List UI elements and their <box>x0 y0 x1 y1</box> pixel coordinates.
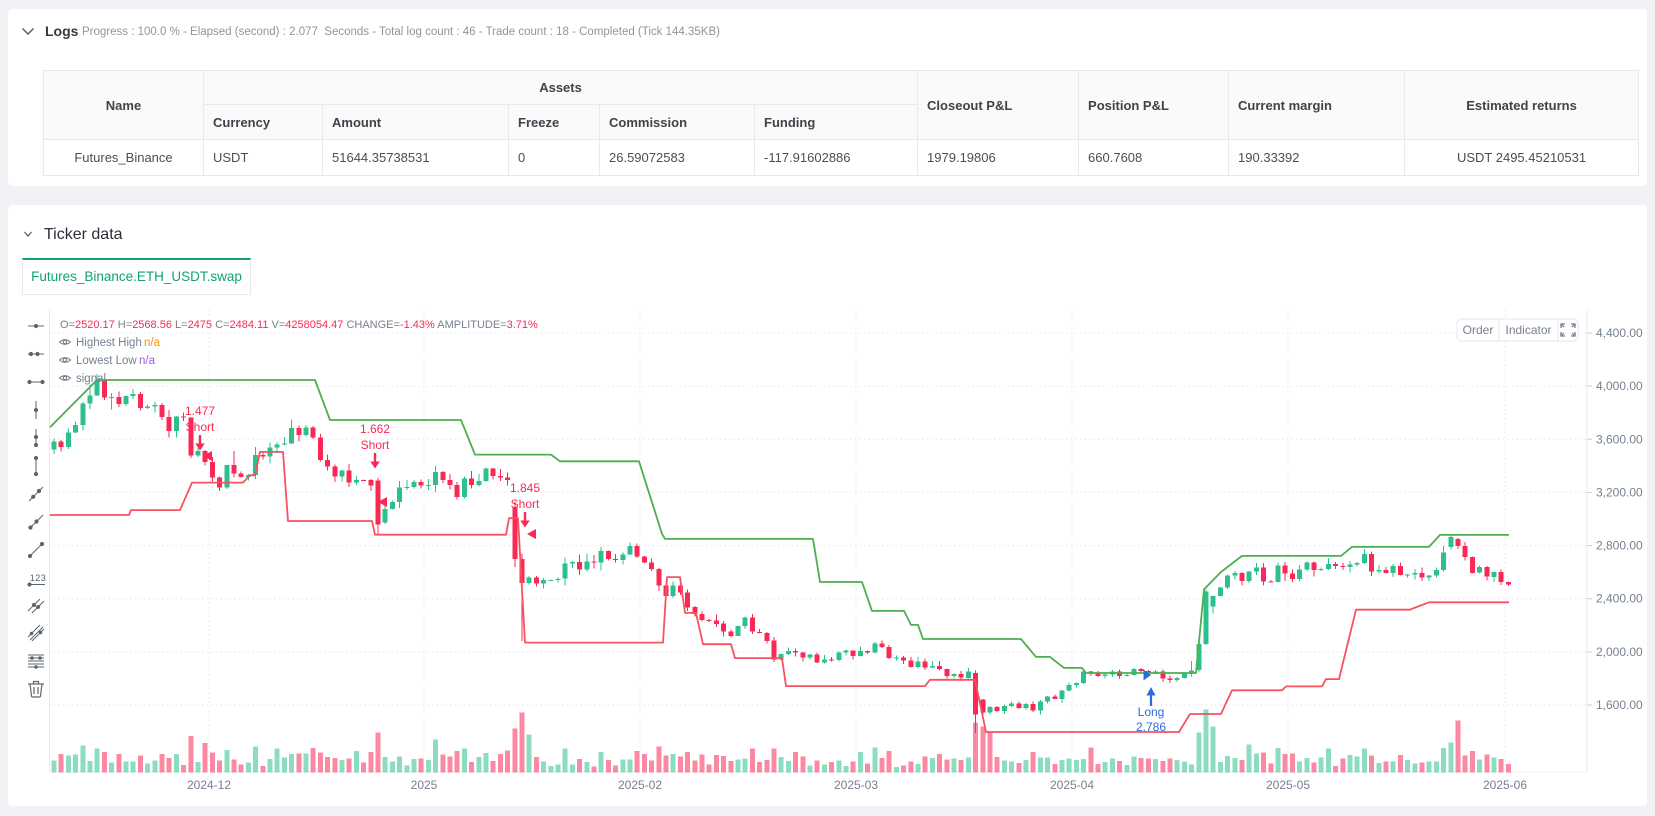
svg-text:3,600.00: 3,600.00 <box>1596 432 1643 446</box>
svg-text:2025-05: 2025-05 <box>1266 778 1310 792</box>
svg-text:n/a: n/a <box>144 337 161 349</box>
svg-text:n/a: n/a <box>139 355 156 367</box>
svg-text:1.662: 1.662 <box>360 422 390 436</box>
svg-text:Short: Short <box>511 497 540 511</box>
svg-text:Lowest Low: Lowest Low <box>76 355 137 367</box>
svg-text:2025-02: 2025-02 <box>618 778 662 792</box>
svg-text:2025-06: 2025-06 <box>1483 778 1527 792</box>
svg-text:2024-12: 2024-12 <box>187 778 231 792</box>
svg-text:1.477: 1.477 <box>185 404 215 418</box>
svg-text:Long: Long <box>1138 705 1165 719</box>
svg-text:2025-03: 2025-03 <box>834 778 878 792</box>
svg-text:123: 123 <box>30 573 47 583</box>
svg-text:2,000.00: 2,000.00 <box>1596 645 1643 659</box>
svg-text:2025-04: 2025-04 <box>1050 778 1094 792</box>
svg-text:2,800.00: 2,800.00 <box>1596 539 1643 553</box>
svg-text:2025: 2025 <box>411 778 438 792</box>
svg-text:Indicator: Indicator <box>1505 323 1551 337</box>
svg-text:Short: Short <box>361 438 390 452</box>
svg-text:Highest High: Highest High <box>76 337 142 349</box>
svg-text:signal: signal <box>76 373 106 385</box>
svg-text:1.845: 1.845 <box>510 481 540 495</box>
svg-text:Short: Short <box>186 420 215 434</box>
svg-text:3,200.00: 3,200.00 <box>1596 485 1643 499</box>
svg-text:1,600.00: 1,600.00 <box>1596 698 1643 712</box>
svg-text:2,400.00: 2,400.00 <box>1596 592 1643 606</box>
svg-text:4,000.00: 4,000.00 <box>1596 379 1643 393</box>
svg-text:2.786: 2.786 <box>1136 720 1166 734</box>
svg-text:4,400.00: 4,400.00 <box>1596 326 1643 340</box>
svg-text:O=2520.17 H=2568.56 L=2475 C=2: O=2520.17 H=2568.56 L=2475 C=2484.11 V=4… <box>60 319 538 331</box>
svg-text:Order: Order <box>1463 323 1494 337</box>
